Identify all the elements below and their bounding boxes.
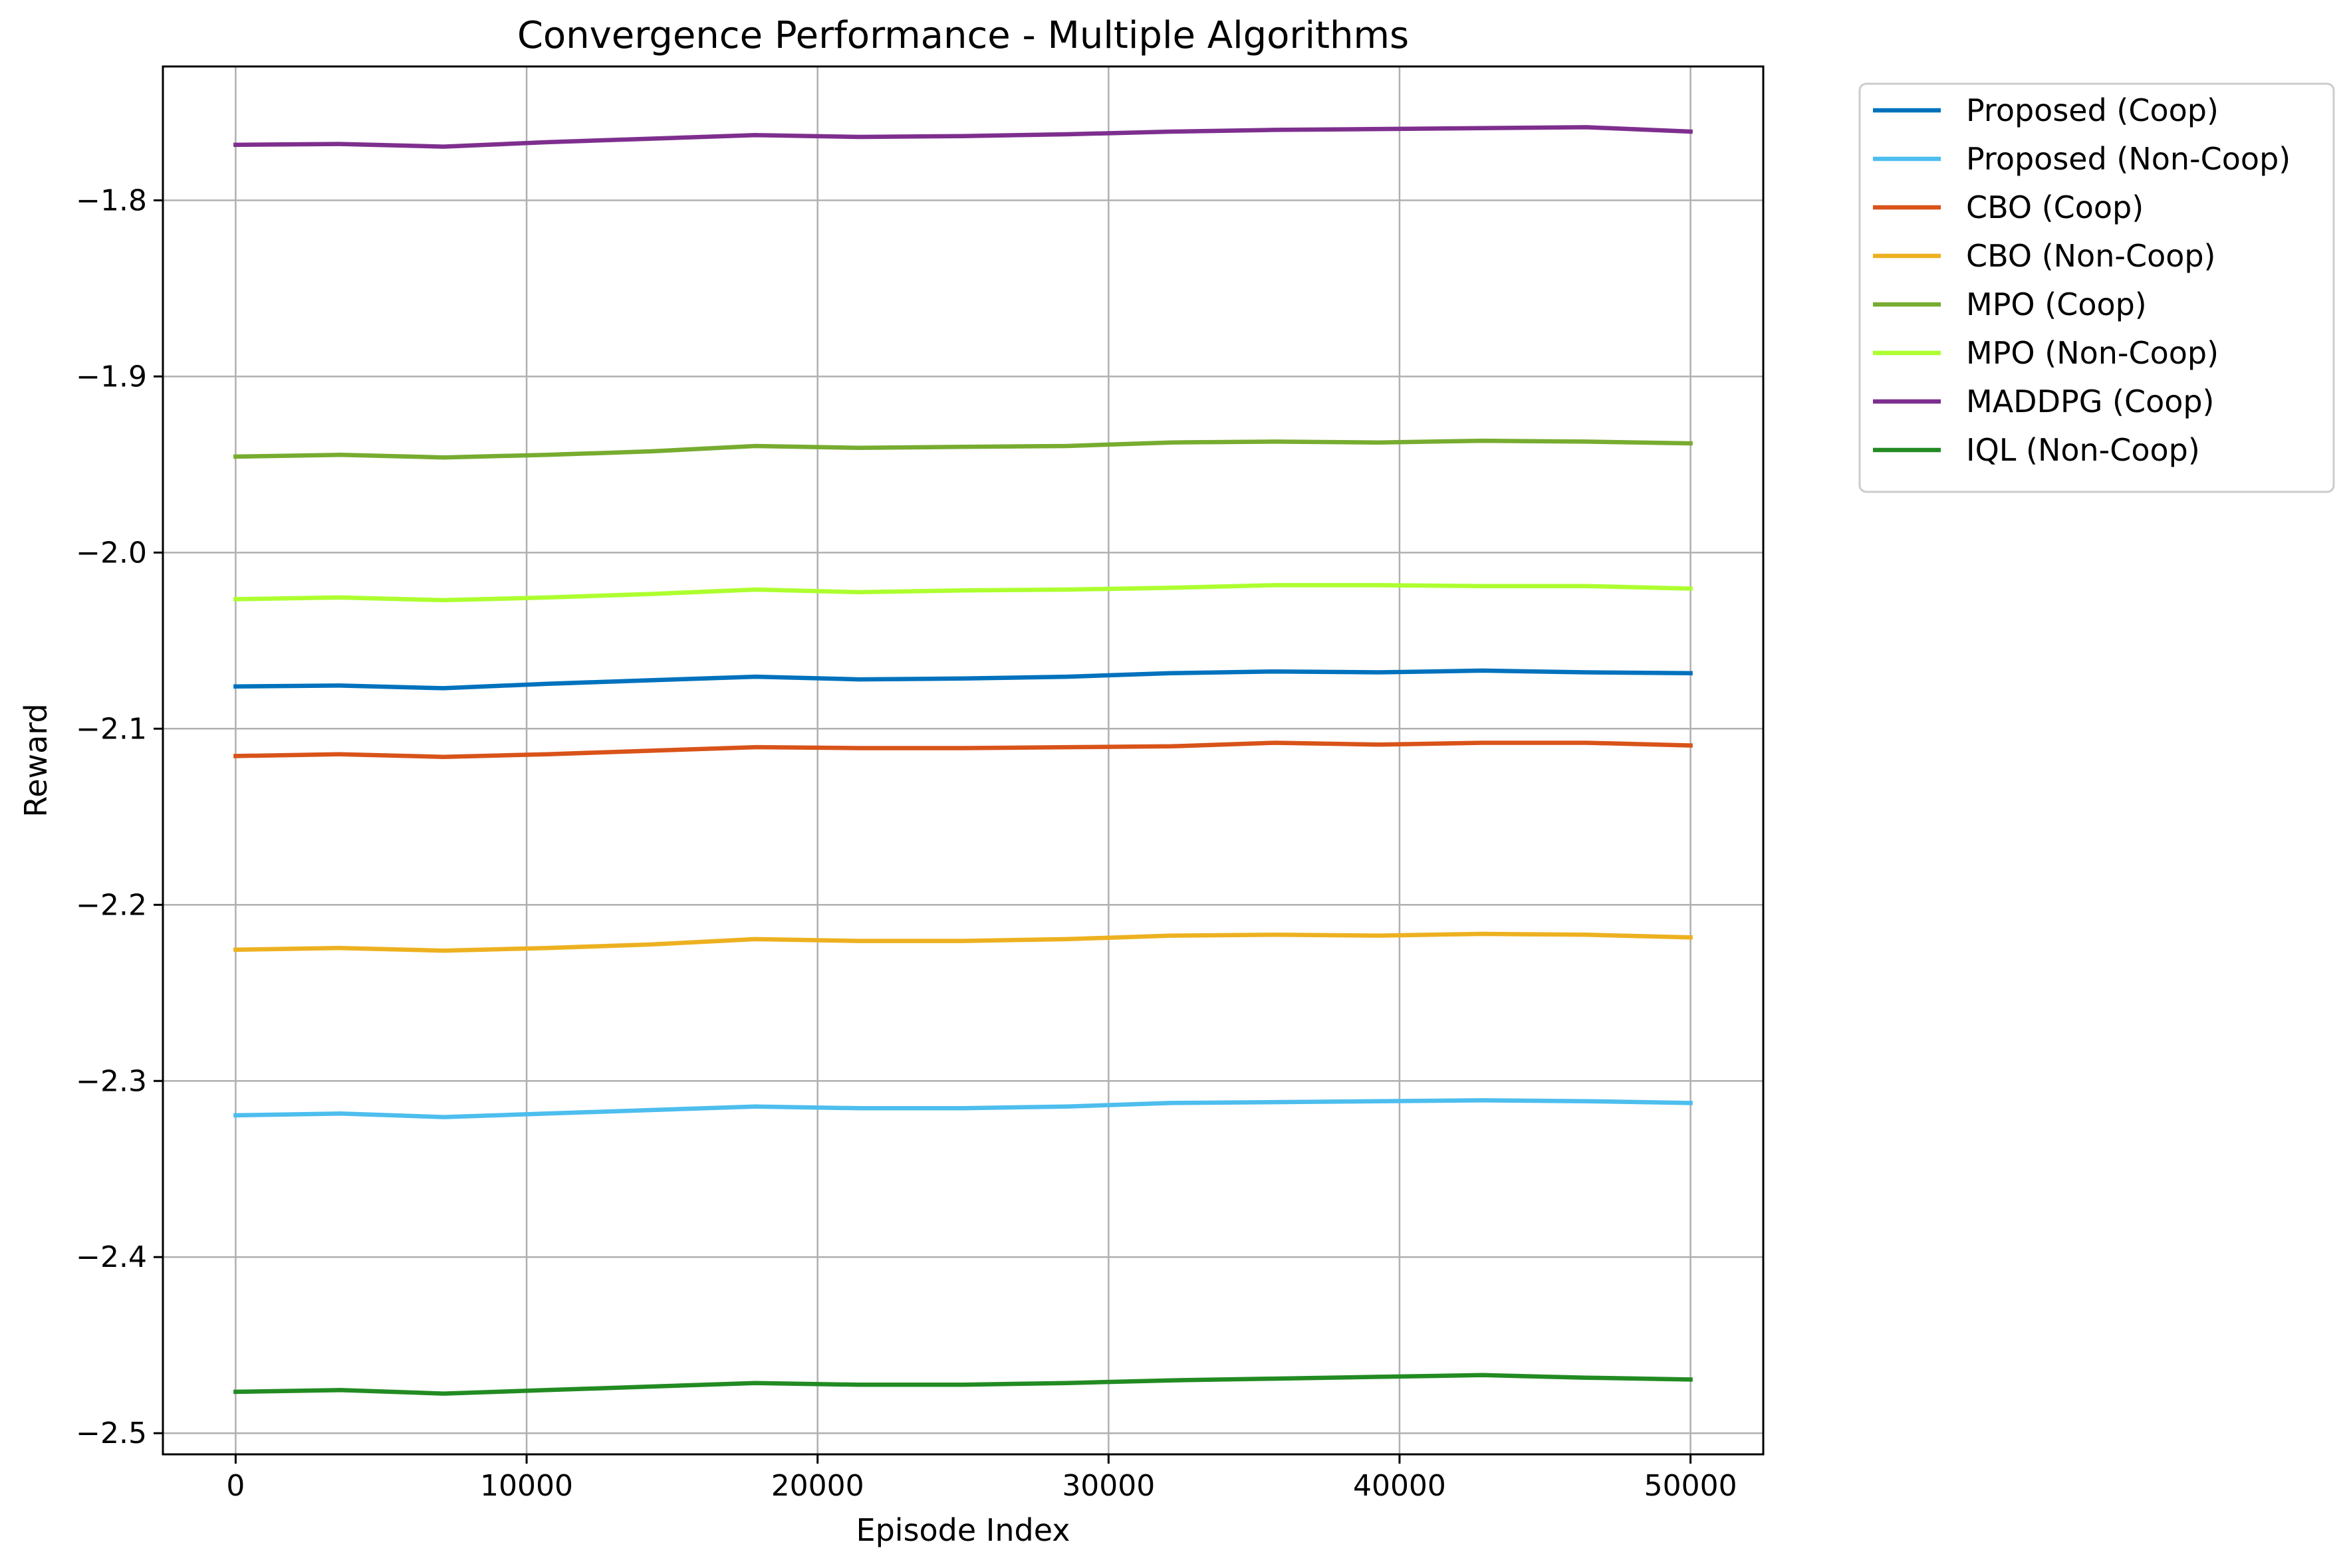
legend-label-2: CBO (Coop) <box>1966 189 2144 225</box>
series-lines <box>233 125 1693 1396</box>
x-axis-label: Episode Index <box>856 1512 1070 1548</box>
y-tick-label: −1.9 <box>76 360 147 393</box>
legend-label-6: MADDPG (Coop) <box>1966 384 2215 419</box>
legend-label-3: CBO (Non-Coop) <box>1966 238 2216 274</box>
y-tick-label: −2.4 <box>76 1240 147 1274</box>
series-line-7 <box>233 1373 1693 1396</box>
series-line-1 <box>233 1098 1693 1119</box>
series-line-2 <box>233 740 1693 759</box>
x-tick-label: 0 <box>226 1469 245 1503</box>
y-tick-label: −2.2 <box>76 888 147 922</box>
grid-lines <box>163 66 1763 1454</box>
legend-label-4: MPO (Coop) <box>1966 286 2147 322</box>
y-tick-label: −2.3 <box>76 1064 147 1098</box>
series-line-6 <box>233 125 1693 149</box>
series-line-5 <box>233 583 1693 603</box>
y-tick-label: −2.1 <box>76 712 147 746</box>
series-line-4 <box>233 438 1693 460</box>
chart-title: Convergence Performance - Multiple Algor… <box>517 14 1409 57</box>
y-axis-ticks: −1.8 −1.9 −2.0 −2.1 −2.2 −2.3 −2.4 −2.5 <box>76 183 163 1450</box>
legend-box <box>1858 82 2335 493</box>
series-line-0 <box>233 668 1693 691</box>
x-tick-label: 10000 <box>480 1469 573 1503</box>
legend-label-1: Proposed (Non-Coop) <box>1966 141 2290 177</box>
legend-label-0: Proposed (Coop) <box>1966 92 2219 128</box>
y-tick-label: −1.8 <box>76 183 147 217</box>
legend-label-7: IQL (Non-Coop) <box>1966 432 2200 468</box>
x-tick-label: 50000 <box>1644 1469 1737 1503</box>
legend: Proposed (Coop) Proposed (Non-Coop) CBO (C… <box>1858 82 2335 493</box>
y-tick-label: −2.0 <box>76 536 147 570</box>
x-tick-label: 30000 <box>1062 1469 1155 1503</box>
plot-frame <box>162 65 1765 1456</box>
x-tick-label: 20000 <box>771 1469 864 1503</box>
legend-label-5: MPO (Non-Coop) <box>1966 335 2219 371</box>
x-axis-ticks: 0 10000 20000 30000 40000 50000 <box>226 1454 1737 1503</box>
x-tick-label: 40000 <box>1353 1469 1446 1503</box>
y-tick-label: −2.5 <box>76 1416 147 1450</box>
series-line-3 <box>233 931 1693 953</box>
y-axis-label: Reward <box>18 703 54 817</box>
